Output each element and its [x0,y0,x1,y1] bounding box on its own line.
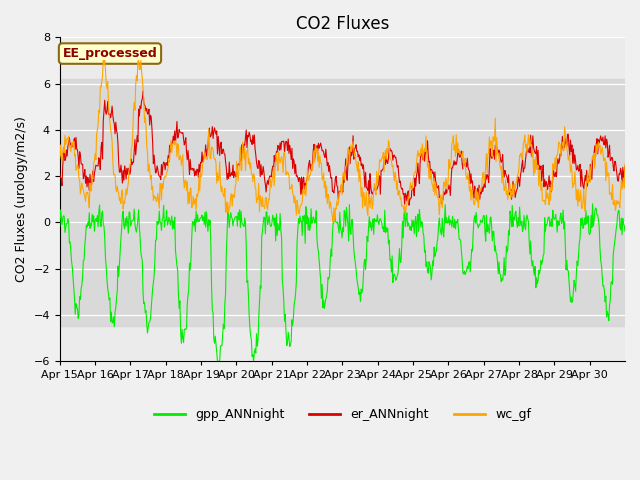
Y-axis label: CO2 Fluxes (urology/m2/s): CO2 Fluxes (urology/m2/s) [15,116,28,282]
Title: CO2 Fluxes: CO2 Fluxes [296,15,389,33]
Bar [60,79,625,326]
Text: EE_processed: EE_processed [63,47,157,60]
Legend: gpp_ANNnight, er_ANNnight, wc_gf: gpp_ANNnight, er_ANNnight, wc_gf [148,403,536,426]
